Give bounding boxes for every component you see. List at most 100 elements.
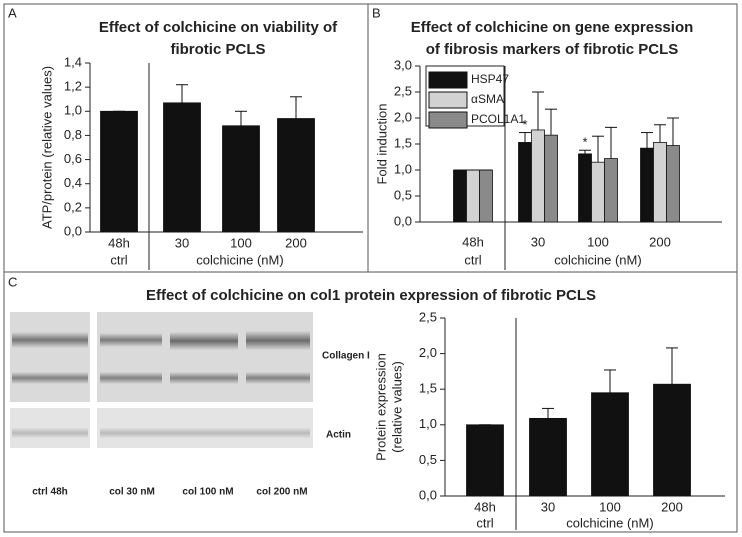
blot-image	[97, 312, 313, 402]
x-tick-label: 48h	[108, 235, 130, 250]
band-label: Actin	[326, 430, 351, 441]
bar	[531, 129, 545, 223]
group-label: colchicine (nM)	[566, 515, 653, 530]
chart-title: of fibrosis markers of fibrotic PCLS	[426, 41, 679, 58]
group-label: ctrl	[110, 252, 127, 267]
x-tick-label: 200	[649, 234, 671, 249]
bar	[653, 383, 691, 497]
error-bar	[290, 96, 302, 119]
y-axis-label: Fold induction	[374, 104, 389, 185]
western-blot: Collagen I Actin ctrl 48h col 30 nM col …	[10, 312, 370, 498]
y-tick-label: 1,0	[419, 416, 437, 431]
band	[170, 332, 238, 350]
band	[12, 428, 88, 438]
panel-label: A	[8, 5, 17, 20]
error-bar	[605, 126, 617, 159]
y-tick-label: 2,5	[419, 309, 437, 324]
group-label: ctrl	[464, 252, 481, 267]
legend-swatch	[428, 91, 468, 109]
y-axis-label: Protein expression	[373, 353, 388, 461]
bar	[640, 147, 654, 223]
x-tick-label: 48h	[462, 234, 484, 249]
error-bar	[235, 110, 247, 126]
bar	[453, 169, 467, 223]
error-bar	[519, 132, 531, 143]
panel-frame	[3, 271, 738, 533]
bar	[544, 134, 558, 223]
chart-title: Effect of colchicine on col1 protein exp…	[146, 287, 596, 304]
x-tick-label: 100	[230, 235, 252, 250]
group-label: ctrl	[476, 515, 493, 530]
bar	[578, 153, 592, 223]
x-tick-label: 100	[587, 234, 609, 249]
error-bar	[579, 149, 591, 154]
band	[246, 331, 310, 350]
bar	[604, 158, 618, 223]
bar	[653, 142, 667, 223]
x-tick-label: 30	[531, 234, 545, 249]
bar	[466, 169, 480, 223]
x-tick-label: 100	[599, 499, 621, 514]
x-tick-label: 30	[175, 235, 189, 250]
x-tick-label: 200	[285, 235, 307, 250]
bar	[277, 118, 315, 233]
significance-mark: *	[522, 117, 527, 132]
y-tick-label: 0,5	[419, 452, 437, 467]
y-tick-label: 0,0	[64, 223, 82, 238]
bar	[100, 110, 138, 233]
y-axis-label: (relative values)	[389, 361, 404, 453]
error-bar	[666, 347, 678, 385]
y-tick-label: 0,0	[394, 213, 412, 228]
legend-swatch	[428, 71, 468, 89]
band	[100, 428, 310, 438]
chart-title: Effect of colchicine on gene expression	[411, 19, 694, 36]
error-bar	[641, 132, 653, 149]
bar	[222, 125, 260, 233]
lane-label: col 200 nM	[256, 487, 307, 498]
lane-label: col 100 nM	[182, 487, 233, 498]
blot-image	[10, 312, 90, 402]
y-tick-label: 1,5	[419, 381, 437, 396]
group-label: colchicine (nM)	[196, 252, 283, 267]
y-tick-label: 0,8	[64, 127, 82, 142]
band	[12, 372, 88, 384]
band	[100, 333, 162, 347]
error-bar	[176, 84, 188, 103]
band	[170, 372, 238, 384]
error-bar	[592, 135, 604, 163]
y-tick-label: 0,2	[64, 199, 82, 214]
y-tick-label: 1,4	[64, 54, 82, 69]
bar	[466, 424, 504, 497]
legend-swatch	[428, 111, 468, 129]
error-bar	[654, 124, 666, 143]
chart-title: Effect of colchicine on viability of	[99, 19, 338, 36]
chart-title: fibrotic PCLS	[170, 41, 265, 58]
x-tick-label: 30	[541, 499, 555, 514]
x-tick-label: 200	[661, 499, 683, 514]
error-bar	[542, 407, 554, 419]
band	[246, 372, 310, 384]
error-bar	[545, 108, 557, 136]
lane-label: ctrl 48h	[32, 487, 68, 498]
y-tick-label: 1,0	[394, 161, 412, 176]
x-tick-label: 48h	[474, 499, 496, 514]
bar	[591, 392, 629, 497]
group-label: colchicine (nM)	[554, 252, 641, 267]
y-tick-label: 1,5	[394, 135, 412, 150]
error-bar	[604, 369, 616, 393]
error-bar	[532, 91, 544, 130]
legend-label: αSMA	[471, 92, 504, 106]
bar	[591, 161, 605, 223]
y-tick-label: 2,0	[394, 109, 412, 124]
y-tick-label: 0,0	[419, 487, 437, 502]
y-tick-label: 1,2	[64, 79, 82, 94]
lane-label: col 30 nM	[109, 487, 155, 498]
bar	[479, 169, 493, 223]
band-label: Collagen I	[322, 351, 370, 362]
panel-label: C	[8, 274, 17, 289]
legend-label: HSP47	[471, 72, 509, 86]
y-tick-label: 0,6	[64, 151, 82, 166]
y-tick-label: 3,0	[394, 57, 412, 72]
bar	[529, 417, 567, 497]
